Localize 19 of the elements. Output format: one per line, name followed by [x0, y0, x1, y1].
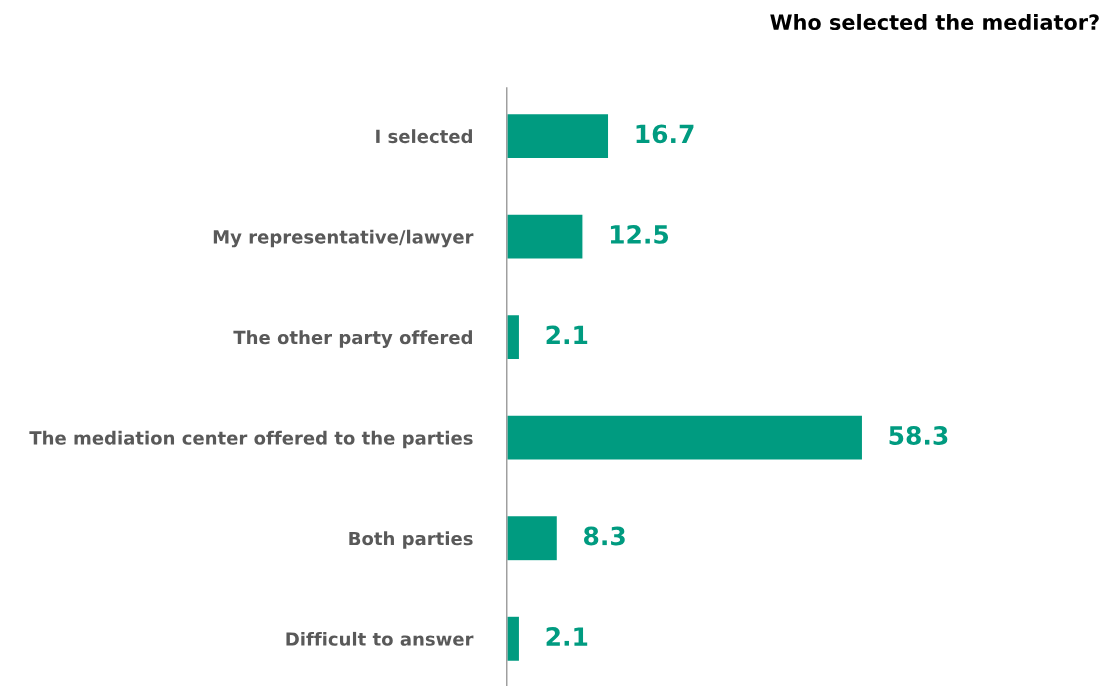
- data-label: 58.3: [889, 426, 948, 445]
- y-tick-label: Difficult to answer: [286, 631, 474, 646]
- bar: [506, 313, 521, 361]
- data-label: 16.7: [636, 124, 694, 144]
- y-tick-label: My representative/lawyer: [213, 229, 474, 248]
- bar: [506, 615, 521, 663]
- y-tick-label: I selected: [376, 129, 472, 144]
- y-tick-label: Both parties: [349, 531, 473, 549]
- text: Who selected the mediator?: [770, 13, 1099, 31]
- bar: [506, 213, 584, 260]
- bar: [506, 514, 559, 562]
- y-tick-label: The other party offered: [233, 330, 472, 348]
- bar: [506, 112, 610, 160]
- data-label: 2.1: [546, 627, 588, 646]
- data-label: 12.5: [610, 224, 669, 244]
- bar: [506, 414, 864, 461]
- data-label: 8.3: [584, 526, 625, 546]
- data-label: 2.1: [546, 325, 588, 345]
- y-tick-label: The mediation center offered to the parties: [29, 430, 473, 449]
